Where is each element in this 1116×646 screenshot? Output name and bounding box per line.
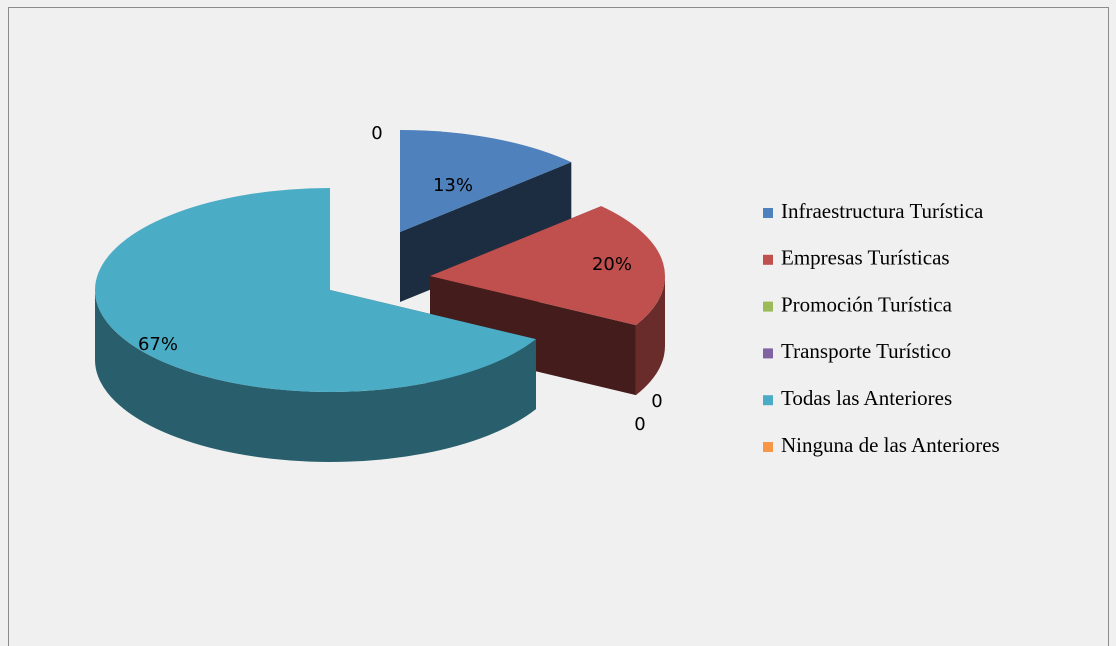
slice-radial-side [430,276,636,396]
legend-swatch [763,348,773,359]
legend-label: Ninguna de las Anteriores [781,433,1000,457]
legend-swatch [763,254,773,265]
chart-border [8,7,1109,646]
data-label: 0 [651,391,662,412]
slice-outer-side [635,276,665,396]
legend-label: Empresas Turísticas [781,246,950,270]
legend-swatch [763,442,773,452]
legend-swatch [763,208,773,218]
legend-label: Promoción Turística [781,292,953,316]
legend: Infraestructura Turística Empresas Turíst… [763,199,1000,457]
data-label: 67% [138,334,178,355]
data-label: 20% [592,254,632,275]
slice [95,188,536,393]
legend-label: Infraestructura Turística [781,199,984,223]
slice-outer-side [95,290,536,462]
legend-swatch [763,395,773,406]
slice-radial-side [400,162,572,302]
data-label: 0 [371,123,382,144]
legend-swatch [763,301,773,312]
data-label: 0 [634,414,645,435]
slice [430,206,665,326]
slice [400,130,572,232]
data-label: 13% [433,175,473,196]
legend-label: Todas las Anteriores [781,386,952,410]
legend-label: Transporte Turístico [781,339,951,363]
